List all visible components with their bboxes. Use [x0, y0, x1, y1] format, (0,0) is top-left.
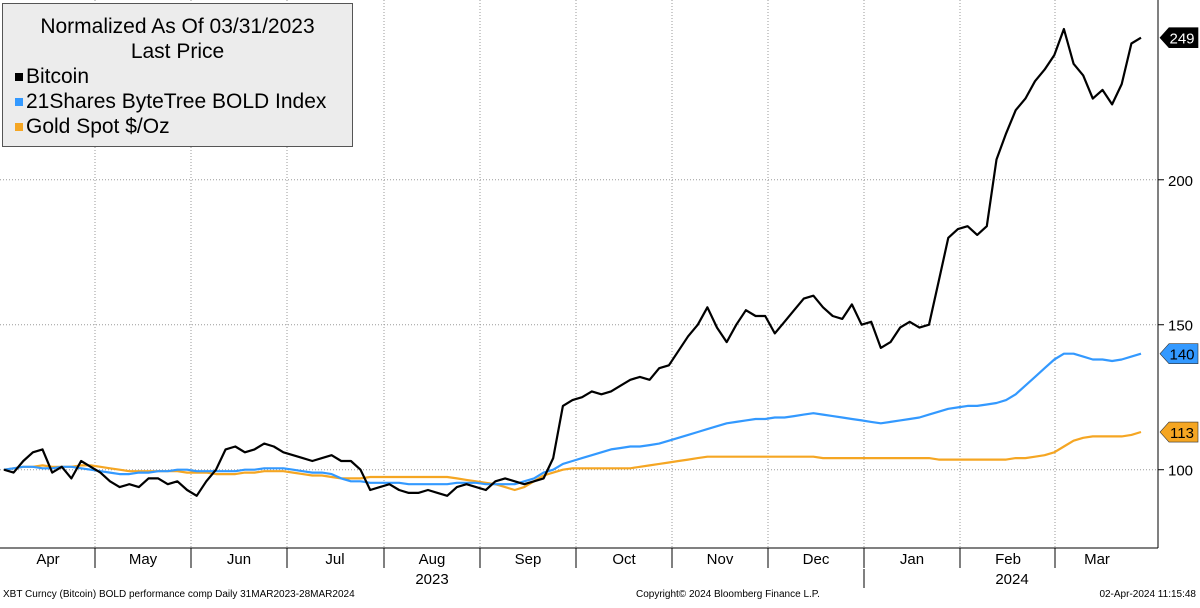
legend-swatch-bold-index: [15, 97, 23, 106]
x-tick-label: Aug: [419, 551, 446, 568]
footer-timestamp: 02-Apr-2024 11:15:48: [1099, 589, 1196, 600]
footer-copyright: Copyright© 2024 Bloomberg Finance L.P.: [636, 589, 820, 600]
legend-entry-bold-index: 21Shares ByteTree BOLD Index: [3, 89, 352, 114]
legend-label-bold-index: 21Shares ByteTree BOLD Index: [26, 90, 327, 113]
series-line-gold: [3, 430, 1142, 492]
legend: Normalized As Of 03/31/2023 Last Price B…: [2, 3, 353, 147]
x-tick-label: May: [129, 551, 158, 568]
x-tick-label: Jun: [227, 551, 251, 568]
x-tick-label: Jul: [325, 551, 344, 568]
chart-subtitle: Last Price: [130, 40, 225, 63]
x-tick-label: Feb: [995, 551, 1021, 568]
last-value-tag-bitcoin: 249: [1159, 27, 1199, 48]
y-tick-label: 200: [1168, 173, 1193, 190]
x-tick-label: Apr: [36, 551, 59, 568]
value-labels: 249 140 113: [1159, 27, 1199, 443]
last-value-label: 249: [1169, 31, 1194, 48]
axes: 100 150 200 Apr May Jun Jul Aug Sep Oct Nov Dec Jan F…: [0, 0, 1193, 588]
last-value-badge: [1159, 421, 1199, 443]
x-tick-label: Mar: [1084, 551, 1110, 568]
legend-swatch-bitcoin: [15, 72, 23, 81]
legend-label-bitcoin: Bitcoin: [26, 65, 90, 88]
legend-swatch-gold: [15, 122, 23, 131]
last-value-tag-gold: 113: [1159, 421, 1199, 443]
year-label-2023: 2023: [415, 571, 448, 588]
y-tick-label: 150: [1168, 318, 1193, 335]
legend-entry-bitcoin: Bitcoin: [3, 64, 352, 89]
legend-label-gold: Gold Spot $/Oz: [26, 115, 170, 138]
x-tick-label: Dec: [803, 551, 830, 568]
x-tick-label: Jan: [900, 551, 924, 568]
last-value-badge: [1159, 343, 1199, 365]
last-value-label: 140: [1169, 347, 1194, 364]
series-line-bold-index: [3, 352, 1142, 486]
x-tick-label: Nov: [707, 551, 734, 568]
year-label-2024: 2024: [995, 571, 1028, 588]
x-tick-label: Sep: [515, 551, 542, 568]
chart-title: Normalized As Of 03/31/2023: [40, 15, 315, 38]
y-tick-label: 100: [1168, 463, 1193, 480]
last-value-badge: [1159, 27, 1199, 48]
legend-entry-gold: Gold Spot $/Oz: [3, 114, 352, 139]
last-value-label: 113: [1170, 425, 1194, 442]
last-value-tag-bold-index: 140: [1159, 343, 1199, 365]
series-line-bitcoin: [3, 27, 1142, 497]
x-tick-label: Oct: [612, 551, 636, 568]
series: [3, 27, 1142, 497]
footer-source: XBT Curncy (Bitcoin) BOLD performance co…: [3, 589, 355, 600]
